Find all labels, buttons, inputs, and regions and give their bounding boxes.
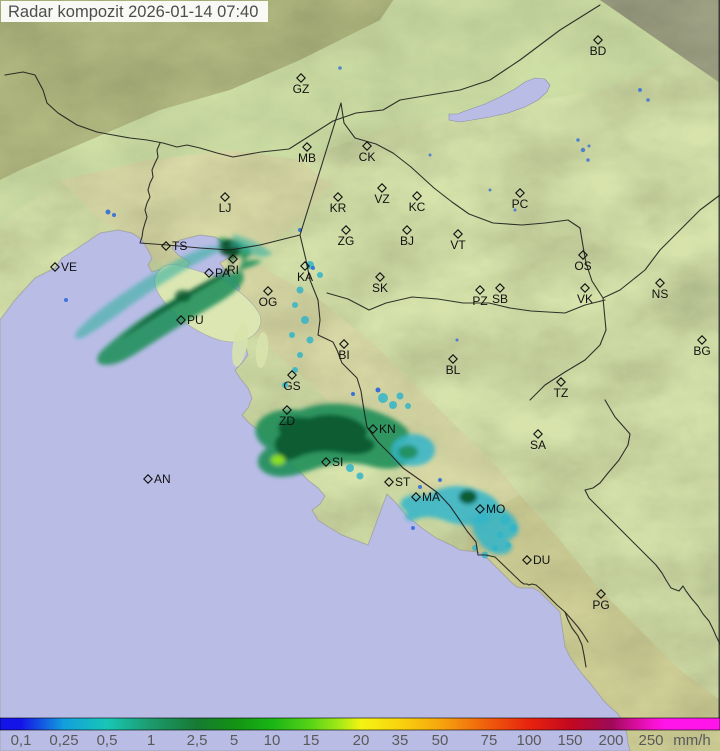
svg-text:BL: BL — [446, 363, 461, 377]
svg-text:BD: BD — [590, 44, 607, 58]
svg-text:250: 250 — [638, 732, 663, 749]
svg-text:200: 200 — [598, 732, 623, 749]
svg-text:SK: SK — [372, 281, 388, 295]
svg-text:15: 15 — [303, 732, 320, 749]
svg-text:KN: KN — [379, 422, 396, 436]
svg-text:1: 1 — [147, 732, 155, 749]
svg-text:KR: KR — [330, 201, 347, 215]
svg-text:BG: BG — [693, 344, 710, 358]
svg-text:LJ: LJ — [219, 201, 232, 215]
svg-text:100: 100 — [516, 732, 541, 749]
svg-text:AN: AN — [154, 472, 171, 486]
svg-text:0,1: 0,1 — [11, 732, 32, 749]
svg-text:MB: MB — [298, 151, 316, 165]
svg-text:GZ: GZ — [293, 82, 310, 96]
svg-text:VK: VK — [577, 292, 593, 306]
svg-text:OG: OG — [259, 295, 278, 309]
svg-text:VT: VT — [450, 238, 466, 252]
svg-text:10: 10 — [264, 732, 281, 749]
svg-text:ZD: ZD — [279, 414, 295, 428]
svg-text:150: 150 — [557, 732, 582, 749]
svg-text:VZ: VZ — [374, 192, 389, 206]
svg-text:GS: GS — [283, 379, 300, 393]
svg-text:BJ: BJ — [400, 234, 414, 248]
svg-text:50: 50 — [432, 732, 449, 749]
svg-text:PU: PU — [187, 313, 204, 327]
svg-text:0,25: 0,25 — [49, 732, 78, 749]
svg-text:VE: VE — [61, 260, 77, 274]
svg-text:PG: PG — [592, 598, 609, 612]
svg-text:KA: KA — [297, 270, 313, 284]
svg-text:PC: PC — [512, 197, 529, 211]
svg-text:TZ: TZ — [554, 386, 569, 400]
svg-text:MA: MA — [422, 490, 440, 504]
svg-text:35: 35 — [392, 732, 409, 749]
svg-text:ZG: ZG — [338, 234, 355, 248]
svg-text:BI: BI — [338, 348, 349, 362]
svg-text:SA: SA — [530, 438, 546, 452]
svg-text:DU: DU — [533, 553, 550, 567]
svg-text:SI: SI — [332, 455, 343, 469]
svg-text:0,5: 0,5 — [97, 732, 118, 749]
svg-text:KC: KC — [409, 200, 426, 214]
svg-text:2,5: 2,5 — [187, 732, 208, 749]
svg-text:ST: ST — [395, 475, 411, 489]
svg-text:NS: NS — [652, 287, 669, 301]
svg-text:PZ: PZ — [472, 294, 487, 308]
svg-text:TS: TS — [172, 239, 187, 253]
svg-text:CK: CK — [359, 150, 376, 164]
svg-text:mm/h: mm/h — [673, 732, 711, 749]
svg-text:5: 5 — [230, 732, 238, 749]
svg-text:75: 75 — [481, 732, 498, 749]
svg-text:SB: SB — [492, 292, 508, 306]
svg-text:MO: MO — [486, 502, 505, 516]
svg-text:PA: PA — [215, 266, 230, 280]
svg-text:20: 20 — [353, 732, 370, 749]
svg-text:Radar kompozit 2026-01-14: Radar kompozit 2026-01-14 07:40 — [8, 3, 258, 21]
svg-text:OS: OS — [574, 259, 591, 273]
